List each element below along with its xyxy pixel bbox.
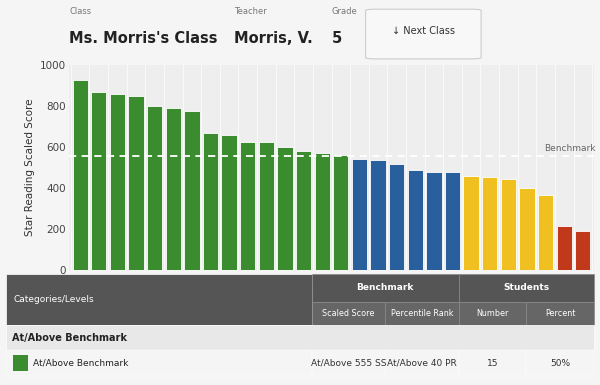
- Bar: [520, 188, 535, 270]
- Bar: [128, 96, 143, 270]
- Text: Benchmark: Benchmark: [544, 144, 596, 152]
- Text: Morris, V.: Morris, V.: [235, 32, 313, 47]
- Bar: [312, 302, 385, 325]
- Bar: [147, 106, 162, 270]
- Bar: [333, 155, 349, 270]
- Text: ↓ Next Class: ↓ Next Class: [392, 27, 455, 37]
- Bar: [312, 274, 459, 302]
- Text: 15: 15: [487, 358, 499, 368]
- Bar: [482, 177, 497, 270]
- Bar: [426, 172, 442, 270]
- Bar: [91, 92, 106, 270]
- Bar: [240, 142, 256, 270]
- Text: At/Above Benchmark: At/Above Benchmark: [12, 333, 127, 343]
- Text: Percent: Percent: [545, 309, 575, 318]
- Text: Grade: Grade: [331, 7, 357, 15]
- Bar: [407, 169, 423, 270]
- Text: Scaled Score: Scaled Score: [322, 309, 374, 318]
- Text: At/Above 555 SS: At/Above 555 SS: [311, 358, 386, 368]
- Bar: [277, 147, 293, 270]
- Text: Ms. Morris's Class: Ms. Morris's Class: [69, 32, 218, 47]
- Bar: [6, 325, 594, 350]
- Text: 5: 5: [331, 32, 342, 47]
- Bar: [6, 350, 312, 376]
- Y-axis label: Star Reading Scaled Score: Star Reading Scaled Score: [25, 99, 35, 236]
- Text: Categories/Levels: Categories/Levels: [13, 295, 94, 304]
- X-axis label: Students: Students: [304, 276, 359, 290]
- Bar: [352, 159, 367, 270]
- Bar: [501, 179, 516, 270]
- Bar: [314, 153, 330, 270]
- Bar: [312, 350, 385, 376]
- Bar: [459, 302, 526, 325]
- Text: Students: Students: [503, 283, 550, 293]
- Bar: [385, 302, 459, 325]
- Bar: [259, 142, 274, 270]
- Bar: [370, 160, 386, 270]
- Bar: [526, 350, 594, 376]
- Bar: [445, 172, 460, 270]
- Bar: [166, 108, 181, 270]
- Text: 50%: 50%: [550, 358, 570, 368]
- Text: Percentile Rank: Percentile Rank: [391, 309, 453, 318]
- Bar: [538, 195, 553, 270]
- Bar: [73, 80, 88, 270]
- Bar: [184, 111, 200, 270]
- Text: At/Above Benchmark: At/Above Benchmark: [33, 358, 128, 368]
- Text: Number: Number: [476, 309, 509, 318]
- Bar: [110, 94, 125, 270]
- Bar: [221, 135, 237, 270]
- Bar: [575, 231, 590, 270]
- Text: Class: Class: [69, 7, 91, 15]
- FancyBboxPatch shape: [365, 9, 481, 59]
- Text: Benchmark: Benchmark: [356, 283, 414, 293]
- Bar: [389, 164, 404, 270]
- Bar: [557, 226, 572, 270]
- Bar: [526, 302, 594, 325]
- Bar: [459, 350, 526, 376]
- Bar: [385, 350, 459, 376]
- Bar: [463, 176, 479, 270]
- Bar: [459, 274, 594, 302]
- Text: Teacher: Teacher: [235, 7, 267, 15]
- Bar: [296, 151, 311, 270]
- Bar: [203, 133, 218, 270]
- Text: At/Above 40 PR: At/Above 40 PR: [387, 358, 457, 368]
- Bar: [6, 274, 312, 325]
- Bar: [13, 355, 28, 371]
